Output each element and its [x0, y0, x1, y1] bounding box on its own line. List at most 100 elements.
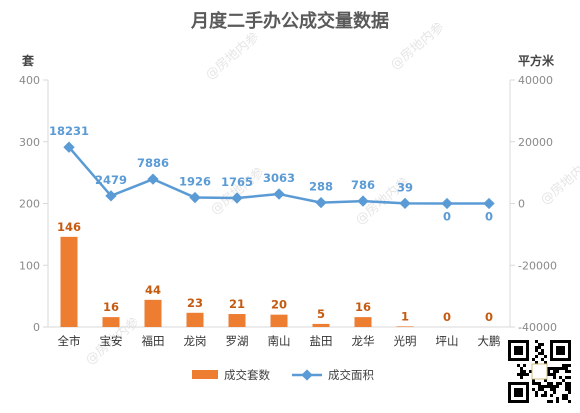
qr-module — [568, 376, 571, 379]
qr-module — [568, 382, 571, 385]
bar — [396, 326, 414, 327]
bar — [60, 236, 78, 327]
qr-module — [556, 367, 559, 370]
x-tick-label: 坪山 — [436, 334, 459, 348]
line-point — [399, 197, 411, 210]
qr-module — [532, 379, 535, 382]
qr-module — [544, 394, 547, 397]
qr-module — [553, 391, 556, 394]
qr-module — [541, 343, 544, 346]
bar-data-label: 0 — [443, 310, 451, 324]
right-axis-unit: 平方米 — [518, 53, 555, 68]
line-data-label: 0 — [443, 210, 451, 224]
legend-swatch-bar — [192, 370, 218, 379]
line-point — [147, 173, 159, 185]
qr-module — [550, 367, 553, 370]
qr-module — [532, 388, 535, 391]
line-point — [189, 191, 201, 204]
left-tick-label: 100 — [19, 259, 40, 272]
line-data-label: 3063 — [263, 171, 295, 185]
legend-marker-line — [301, 369, 313, 381]
qr-module — [559, 382, 562, 385]
x-tick-label: 光明 — [394, 334, 417, 348]
qr-module — [568, 388, 571, 391]
qr-module — [556, 397, 559, 400]
qr-module — [517, 364, 520, 367]
qr-module — [556, 382, 559, 385]
x-tick-label: 龙华 — [352, 334, 375, 348]
bar — [270, 314, 288, 327]
qr-module — [535, 391, 538, 394]
qr-module — [556, 385, 559, 388]
line-point — [357, 195, 369, 207]
qr-module — [556, 400, 559, 403]
qr-module — [541, 349, 544, 352]
bar-data-label: 16 — [355, 300, 371, 314]
x-tick-label: 全市 — [58, 334, 81, 348]
x-tick-label: 盐田 — [310, 334, 333, 348]
qr-module — [550, 385, 553, 388]
bar-data-label: 1 — [401, 309, 409, 323]
watermark-text: @房地内参 — [387, 19, 447, 73]
qr-module — [544, 355, 547, 358]
qr-module — [547, 370, 550, 373]
qr-finder-core — [556, 346, 565, 355]
qr-module — [553, 373, 556, 376]
qr-module — [568, 400, 571, 403]
qr-finder-core — [514, 346, 523, 355]
qr-module — [523, 373, 526, 376]
qr-module — [544, 385, 547, 388]
qr-module — [568, 364, 571, 367]
qr-module — [538, 346, 541, 349]
qr-module — [535, 394, 538, 397]
qr-module — [538, 343, 541, 346]
qr-module — [547, 382, 550, 385]
qr-module — [553, 367, 556, 370]
qr-module — [529, 370, 532, 373]
bar-data-label: 16 — [103, 300, 119, 314]
qr-module — [550, 373, 553, 376]
bar — [144, 299, 162, 327]
line-data-label: 2479 — [95, 173, 127, 187]
qr-module — [553, 385, 556, 388]
qr-module — [541, 388, 544, 391]
x-tick-label: 大鹏 — [478, 334, 501, 348]
qr-module — [550, 394, 553, 397]
line-data-label: 7886 — [137, 156, 169, 170]
bar — [354, 317, 372, 327]
qr-module — [520, 367, 523, 370]
qr-module — [535, 382, 538, 385]
qr-module — [517, 373, 520, 376]
qr-module — [562, 364, 565, 367]
right-tick-label: -20000 — [518, 259, 557, 272]
qr-module — [520, 373, 523, 376]
right-tick-label: 40000 — [518, 74, 553, 87]
qr-module — [550, 382, 553, 385]
qr-module — [568, 391, 571, 394]
qr-module — [553, 370, 556, 373]
right-tick-label: -40000 — [518, 321, 557, 334]
qr-module — [565, 382, 568, 385]
qr-module — [520, 376, 523, 379]
bar — [312, 323, 330, 327]
qr-module — [541, 352, 544, 355]
qr-module — [568, 385, 571, 388]
qr-module — [541, 394, 544, 397]
qr-module — [541, 358, 544, 361]
qr-module — [535, 361, 538, 364]
qr-module — [532, 358, 535, 361]
legend-label-line: 成交面积 — [328, 368, 374, 382]
legend-label-bar: 成交套数 — [224, 368, 270, 382]
watermark-text: @房地内参 — [537, 154, 580, 208]
x-tick-label: 罗湖 — [226, 334, 249, 348]
line-data-label: 1765 — [221, 175, 253, 189]
qr-module — [523, 364, 526, 367]
qr-module — [535, 355, 538, 358]
bar-data-label: 23 — [187, 296, 203, 310]
qr-module — [562, 397, 565, 400]
qr-module — [553, 388, 556, 391]
line-point — [273, 188, 285, 200]
x-tick-label: 龙岗 — [184, 334, 207, 348]
right-tick-label: 0 — [518, 198, 525, 211]
